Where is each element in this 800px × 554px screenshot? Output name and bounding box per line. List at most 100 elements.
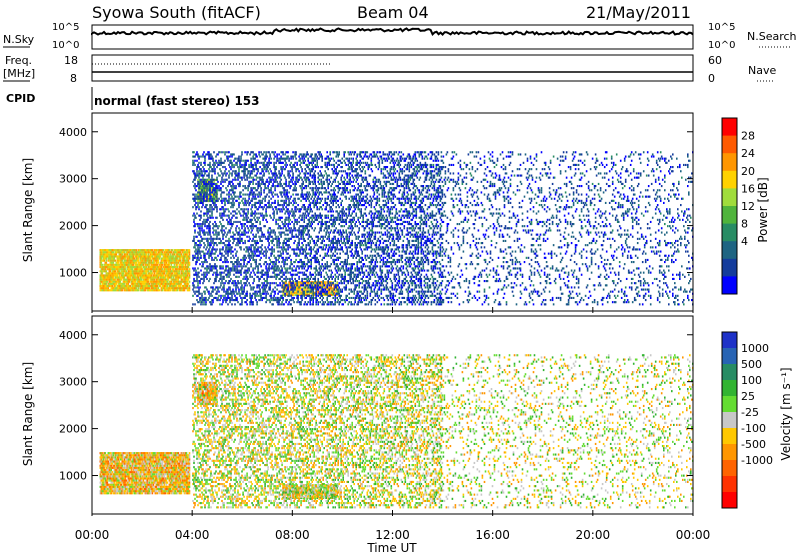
heatmap-cell [289,289,291,292]
heatmap-cell [285,218,287,221]
heatmap-cell [205,170,207,173]
heatmap-cell [121,257,124,260]
heatmap-cell [172,285,175,288]
heatmap-cell [199,218,201,221]
heatmap-cell [155,249,158,252]
heatmap-cell [300,237,302,240]
heatmap-cell [125,272,128,275]
heatmap-cell [148,282,151,285]
heatmap-cell [153,280,156,283]
heatmap-cell [262,208,264,211]
heatmap-cell [277,227,279,230]
heatmap-cell [171,287,174,290]
heatmap-cell [246,294,248,297]
heatmap-cell [304,287,306,290]
heatmap-cell [117,270,120,273]
heatmap-cell [213,271,215,274]
heatmap-cell [176,272,179,275]
heatmap-cell [224,269,226,272]
heatmap-cell [294,239,296,243]
heatmap-cell [159,261,162,264]
heatmap-cell [204,181,206,184]
heatmap-cell [116,263,119,266]
heatmap-cell [143,289,146,292]
heatmap-cell [273,271,275,274]
heatmap-cell [285,285,287,288]
heatmap-cell [281,172,283,175]
heatmap-cell [214,206,216,209]
heatmap-cell [142,289,145,292]
heatmap-cell [202,185,204,188]
heatmap-cell [238,231,240,234]
heatmap-cell [246,168,248,171]
heatmap-cell [238,155,240,158]
heatmap-cell [145,257,148,260]
heatmap-cell [265,153,267,156]
heatmap-cell [197,271,199,274]
heatmap-cell [296,161,298,164]
heatmap-cell [221,229,223,232]
heatmap-cell [235,227,237,230]
heatmap-cell [295,201,297,205]
heatmap-cell [151,266,154,269]
heatmap-cell [216,178,218,181]
heatmap-cell [279,176,281,179]
heatmap-cell [251,275,253,278]
heatmap-cell [223,290,225,293]
heatmap-cell [109,289,112,292]
heatmap-cell [283,208,285,211]
heatmap-cell [254,218,256,221]
heatmap-cell [235,172,237,175]
heatmap-cell [139,259,142,262]
heatmap-cell [198,233,200,236]
heatmap-cell [172,266,175,269]
heatmap-cell [196,256,198,259]
heatmap-cell [299,293,301,297]
heatmap-cell [228,197,230,200]
heatmap-cell [260,265,262,268]
heatmap-cell [142,249,145,252]
heatmap-cell [102,249,105,252]
heatmap-cell [102,285,105,288]
heatmap-cell [277,223,279,226]
heatmap-cell [226,172,228,175]
heatmap-cell [119,278,122,281]
heatmap-cell [276,155,278,158]
heatmap-cell [132,274,135,277]
heatmap-cell [293,248,295,251]
heatmap-cell [319,283,321,286]
heatmap-cell [247,210,249,213]
heatmap-cell [216,286,218,289]
heatmap-cell [327,283,329,286]
heatmap-cell [268,199,270,202]
heatmap-cell [156,249,159,252]
heatmap-cell [236,267,238,270]
heatmap-cell [318,287,320,290]
heatmap-cell [143,257,146,260]
heatmap-cell [131,278,134,281]
heatmap-cell [129,263,132,266]
heatmap-cell [288,204,290,207]
heatmap-cell [205,153,207,156]
heatmap-cell [202,250,204,253]
heatmap-cell [296,289,298,292]
heatmap-cell [103,255,106,258]
heatmap-cell [260,189,262,192]
heatmap-cell [168,257,171,260]
heatmap-cell [144,251,147,254]
heatmap-cell [160,278,163,281]
heatmap-cell [156,253,159,256]
heatmap-cell [223,197,225,200]
heatmap-cell [213,208,215,211]
heatmap-cell [242,265,244,268]
heatmap-cell [252,193,254,196]
heatmap-cell [262,269,264,272]
heatmap-cell [325,293,327,297]
heatmap-cell [255,235,257,238]
heatmap-cell [146,289,149,292]
heatmap-cell [298,242,300,245]
heatmap-cell [293,187,295,190]
heatmap-cell [329,283,331,286]
heatmap-cell [273,210,275,213]
heatmap-cell [204,163,206,167]
